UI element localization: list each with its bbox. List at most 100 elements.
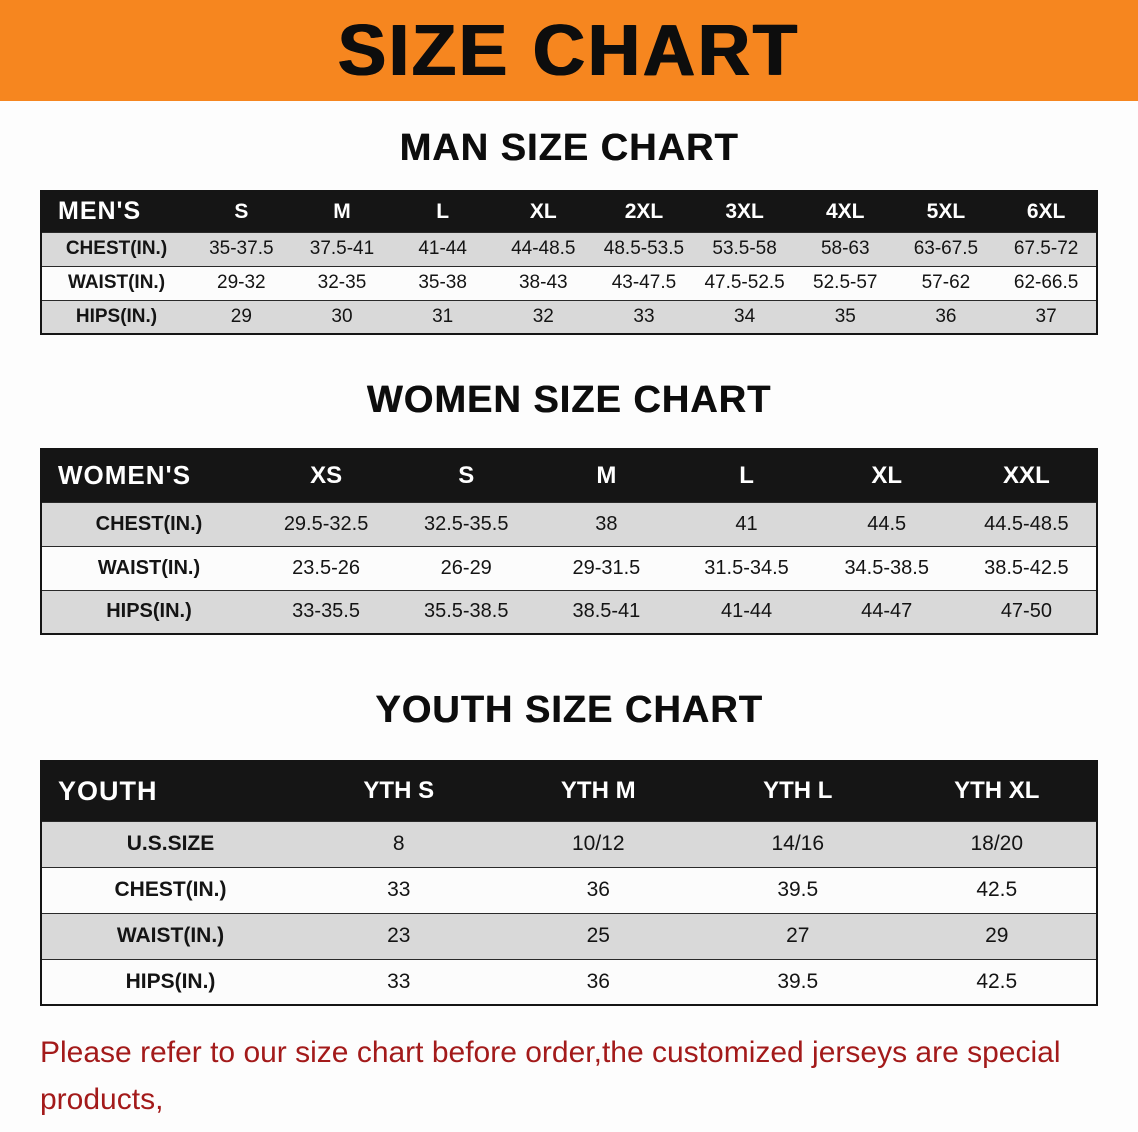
measurement-cell: 29 [191, 299, 292, 334]
measurement-cell: 42.5 [897, 866, 1097, 913]
measurement-cell: 33 [299, 866, 499, 913]
disclaimer-line-1: Please refer to our size chart before or… [40, 1036, 1061, 1116]
measurement-cell: 36 [895, 299, 997, 334]
measurement-cell: 41-44 [392, 231, 493, 266]
size-column-header: S [234, 199, 249, 223]
disclaimer-note: Please refer to our size chart before or… [40, 1030, 1138, 1132]
row-label: HIPS(IN.) [41, 958, 299, 1005]
banner: SIZE CHART [0, 0, 1138, 101]
size-column-header: L [436, 199, 450, 223]
measurement-cell: 57-62 [895, 265, 997, 300]
size-column-header: M [596, 461, 617, 489]
measurement-cell: 62-66.5 [996, 265, 1097, 300]
measurement-cell: 31 [392, 299, 493, 334]
women-waist-row: WAIST(IN.) 23.5-26 26-29 29-31.5 31.5-34… [41, 545, 1097, 590]
measurement-cell: 37 [996, 299, 1097, 334]
measurement-cell: 39.5 [698, 958, 898, 1005]
measurement-cell: 32-35 [291, 265, 393, 300]
measurement-cell: 33 [593, 299, 695, 334]
men-size-table: MEN'S S M L XL 2XL 3XL 4XL 5XL 6XL CHEST… [40, 190, 1098, 335]
youth-ussize-row: U.S.SIZE 8 10/12 14/16 18/20 [41, 820, 1097, 867]
size-column-header: YTH M [560, 777, 636, 805]
youth-size-table: YOUTH YTH S YTH M YTH L YTH XL U.S.SIZE … [40, 760, 1098, 1006]
measurement-cell: 29.5-32.5 [256, 501, 397, 546]
row-label: HIPS(IN.) [41, 299, 191, 334]
measurement-cell: 26-29 [396, 545, 537, 590]
size-column-header: L [739, 461, 754, 489]
size-column-header: S [458, 461, 475, 489]
measurement-cell: 27 [698, 912, 898, 959]
measurement-cell: 33-35.5 [256, 589, 397, 634]
measurement-cell: 41 [676, 501, 817, 546]
measurement-cell: 48.5-53.5 [593, 231, 695, 266]
measurement-cell: 31.5-34.5 [676, 545, 817, 590]
men-section-heading: MAN SIZE CHART [399, 127, 739, 169]
youth-hips-row: HIPS(IN.) 33 36 39.5 42.5 [41, 958, 1097, 1005]
women-table-title: WOMEN'S [58, 460, 192, 491]
size-column-header: 6XL [1026, 199, 1066, 223]
row-label: WAIST(IN.) [41, 545, 256, 590]
measurement-cell: 52.5-57 [794, 265, 896, 300]
size-column-header: 5XL [926, 199, 966, 223]
women-header-row: WOMEN'S XS S M L XL XXL [41, 449, 1097, 502]
row-label: CHEST(IN.) [41, 231, 191, 266]
row-label: CHEST(IN.) [41, 501, 256, 546]
row-label: WAIST(IN.) [41, 912, 299, 959]
size-column-header: XS [310, 461, 343, 489]
measurement-cell: 44.5 [816, 501, 957, 546]
measurement-cell: 37.5-41 [291, 231, 393, 266]
measurement-cell: 35 [794, 299, 896, 334]
measurement-cell: 14/16 [698, 820, 898, 867]
men-header-row: MEN'S S M L XL 2XL 3XL 4XL 5XL 6XL [41, 191, 1097, 232]
women-section: WOMEN SIZE CHART WOMEN'S XS S M L XL XXL… [0, 379, 1138, 635]
youth-waist-row: WAIST(IN.) 23 25 27 29 [41, 912, 1097, 959]
size-column-header: M [333, 199, 351, 223]
youth-header-row: YOUTH YTH S YTH M YTH L YTH XL [41, 761, 1097, 821]
measurement-cell: 44.5-48.5 [956, 501, 1097, 546]
measurement-cell: 29 [897, 912, 1097, 959]
measurement-cell: 41-44 [676, 589, 817, 634]
measurement-cell: 42.5 [897, 958, 1097, 1005]
size-column-header: XL [529, 199, 557, 223]
measurement-cell: 47.5-52.5 [694, 265, 795, 300]
measurement-cell: 34.5-38.5 [816, 545, 957, 590]
size-column-header: YTH XL [954, 777, 1040, 805]
size-column-header: 4XL [826, 199, 865, 223]
women-size-table: WOMEN'S XS S M L XL XXL CHEST(IN.) 29.5-… [40, 448, 1098, 635]
measurement-cell: 67.5-72 [996, 231, 1097, 266]
youth-section-heading: YOUTH SIZE CHART [375, 689, 763, 731]
men-waist-row: WAIST(IN.) 29-32 32-35 35-38 38-43 43-47… [41, 265, 1097, 300]
measurement-cell: 63-67.5 [895, 231, 997, 266]
measurement-cell: 35-37.5 [191, 231, 292, 266]
row-label: HIPS(IN.) [41, 589, 256, 634]
measurement-cell: 39.5 [698, 866, 898, 913]
measurement-cell: 25 [498, 912, 698, 959]
measurement-cell: 43-47.5 [593, 265, 695, 300]
measurement-cell: 30 [291, 299, 393, 334]
women-section-heading: WOMEN SIZE CHART [366, 379, 772, 421]
measurement-cell: 29-31.5 [536, 545, 677, 590]
youth-table-title: YOUTH [58, 775, 158, 806]
measurement-cell: 36 [498, 866, 698, 913]
measurement-cell: 35-38 [392, 265, 493, 300]
measurement-cell: 53.5-58 [694, 231, 795, 266]
measurement-cell: 33 [299, 958, 499, 1005]
row-label: U.S.SIZE [41, 820, 299, 867]
size-column-header: 2XL [624, 199, 664, 223]
measurement-cell: 44-48.5 [492, 231, 594, 266]
women-chest-row: CHEST(IN.) 29.5-32.5 32.5-35.5 38 41 44.… [41, 501, 1097, 546]
measurement-cell: 47-50 [956, 589, 1097, 634]
measurement-cell: 35.5-38.5 [396, 589, 537, 634]
measurement-cell: 29-32 [191, 265, 292, 300]
measurement-cell: 38.5-41 [536, 589, 677, 634]
page-title: SIZE CHART [338, 10, 800, 91]
disclaimer-line-2: we don't accept cancel, change, teturn o… [40, 1123, 1138, 1132]
measurement-cell: 18/20 [897, 820, 1097, 867]
size-column-header: YTH L [763, 777, 833, 805]
youth-chest-row: CHEST(IN.) 33 36 39.5 42.5 [41, 866, 1097, 913]
men-hips-row: HIPS(IN.) 29 30 31 32 33 34 35 36 37 [41, 299, 1097, 334]
measurement-cell: 23.5-26 [256, 545, 397, 590]
measurement-cell: 36 [498, 958, 698, 1005]
men-chest-row: CHEST(IN.) 35-37.5 37.5-41 41-44 44-48.5… [41, 231, 1097, 266]
